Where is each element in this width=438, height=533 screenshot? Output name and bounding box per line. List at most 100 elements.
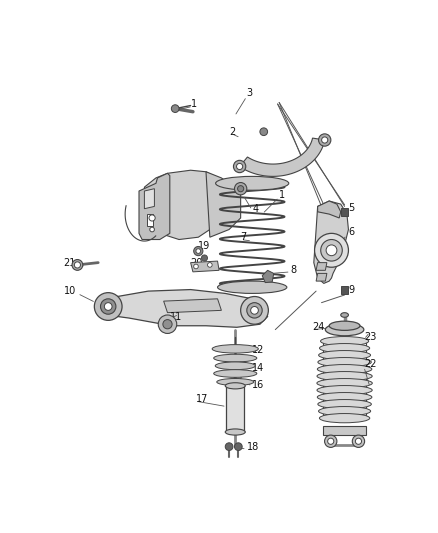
Ellipse shape — [218, 281, 287, 294]
Text: 1: 1 — [191, 99, 197, 109]
Polygon shape — [314, 201, 349, 284]
Circle shape — [158, 315, 177, 334]
Circle shape — [321, 239, 342, 261]
Circle shape — [328, 438, 334, 445]
Circle shape — [72, 260, 83, 270]
Ellipse shape — [321, 336, 369, 346]
Circle shape — [352, 435, 364, 447]
Text: 19: 19 — [198, 241, 211, 252]
Circle shape — [194, 246, 203, 256]
Polygon shape — [240, 138, 325, 176]
Text: 17: 17 — [196, 394, 208, 404]
Circle shape — [233, 160, 246, 173]
Text: 18: 18 — [247, 442, 259, 451]
Polygon shape — [323, 426, 366, 435]
Polygon shape — [262, 270, 274, 282]
Polygon shape — [206, 172, 240, 237]
Ellipse shape — [317, 372, 372, 381]
Circle shape — [237, 164, 243, 169]
Circle shape — [194, 264, 198, 269]
Ellipse shape — [225, 429, 245, 435]
Circle shape — [149, 215, 155, 221]
Circle shape — [237, 185, 244, 192]
Circle shape — [104, 303, 112, 310]
Circle shape — [74, 262, 81, 268]
Circle shape — [171, 105, 179, 112]
Text: 23: 23 — [364, 332, 376, 342]
Text: 7: 7 — [240, 232, 247, 242]
Circle shape — [100, 299, 116, 314]
Ellipse shape — [317, 378, 372, 388]
Circle shape — [314, 233, 349, 267]
Text: 22: 22 — [364, 359, 376, 369]
Circle shape — [94, 293, 122, 320]
Circle shape — [150, 227, 155, 232]
Circle shape — [247, 303, 262, 318]
Text: 4: 4 — [252, 204, 258, 214]
Circle shape — [201, 255, 208, 261]
Text: 2: 2 — [229, 127, 235, 137]
Text: 5: 5 — [349, 203, 355, 213]
Text: 3: 3 — [247, 88, 253, 98]
Polygon shape — [164, 299, 221, 313]
Ellipse shape — [341, 313, 349, 317]
Circle shape — [321, 137, 328, 143]
Circle shape — [208, 263, 212, 267]
Ellipse shape — [319, 344, 370, 353]
Ellipse shape — [225, 383, 245, 389]
Text: 13: 13 — [231, 356, 244, 366]
Polygon shape — [145, 189, 155, 209]
Text: 6: 6 — [349, 227, 355, 237]
Ellipse shape — [318, 407, 371, 416]
Ellipse shape — [217, 378, 254, 385]
Polygon shape — [341, 208, 349, 216]
Ellipse shape — [319, 414, 370, 423]
Text: 14: 14 — [252, 363, 265, 373]
Circle shape — [196, 249, 201, 253]
Text: 12: 12 — [252, 345, 265, 356]
Ellipse shape — [318, 351, 371, 360]
Ellipse shape — [212, 345, 258, 353]
Ellipse shape — [317, 392, 372, 402]
Text: 15: 15 — [231, 373, 244, 382]
Circle shape — [225, 443, 233, 450]
Ellipse shape — [214, 354, 257, 362]
Ellipse shape — [318, 400, 371, 409]
Polygon shape — [191, 261, 219, 272]
Text: 10: 10 — [64, 286, 76, 296]
Circle shape — [234, 182, 247, 195]
Text: 24: 24 — [312, 322, 325, 332]
Circle shape — [355, 438, 361, 445]
Ellipse shape — [215, 362, 255, 370]
Circle shape — [325, 435, 337, 447]
Polygon shape — [316, 263, 327, 270]
Polygon shape — [318, 201, 341, 218]
Ellipse shape — [329, 321, 360, 330]
Ellipse shape — [214, 370, 257, 377]
Polygon shape — [226, 386, 244, 432]
Ellipse shape — [318, 358, 371, 367]
Polygon shape — [145, 170, 225, 239]
Circle shape — [260, 128, 268, 135]
Circle shape — [240, 296, 268, 324]
Text: 16: 16 — [252, 380, 265, 390]
Ellipse shape — [215, 176, 289, 190]
Polygon shape — [98, 289, 268, 327]
Circle shape — [251, 306, 258, 314]
Text: 9: 9 — [349, 285, 355, 295]
Text: 11: 11 — [170, 311, 182, 321]
Polygon shape — [341, 287, 349, 294]
Circle shape — [234, 443, 242, 450]
Circle shape — [318, 134, 331, 146]
Text: 20: 20 — [191, 257, 203, 268]
Text: 21: 21 — [64, 257, 76, 268]
Ellipse shape — [318, 365, 372, 374]
Ellipse shape — [317, 385, 372, 395]
Ellipse shape — [325, 324, 364, 336]
Polygon shape — [147, 214, 153, 225]
Text: 8: 8 — [291, 265, 297, 276]
Text: 1: 1 — [279, 190, 285, 200]
Polygon shape — [139, 173, 170, 239]
Polygon shape — [316, 273, 327, 281]
Circle shape — [326, 245, 337, 256]
